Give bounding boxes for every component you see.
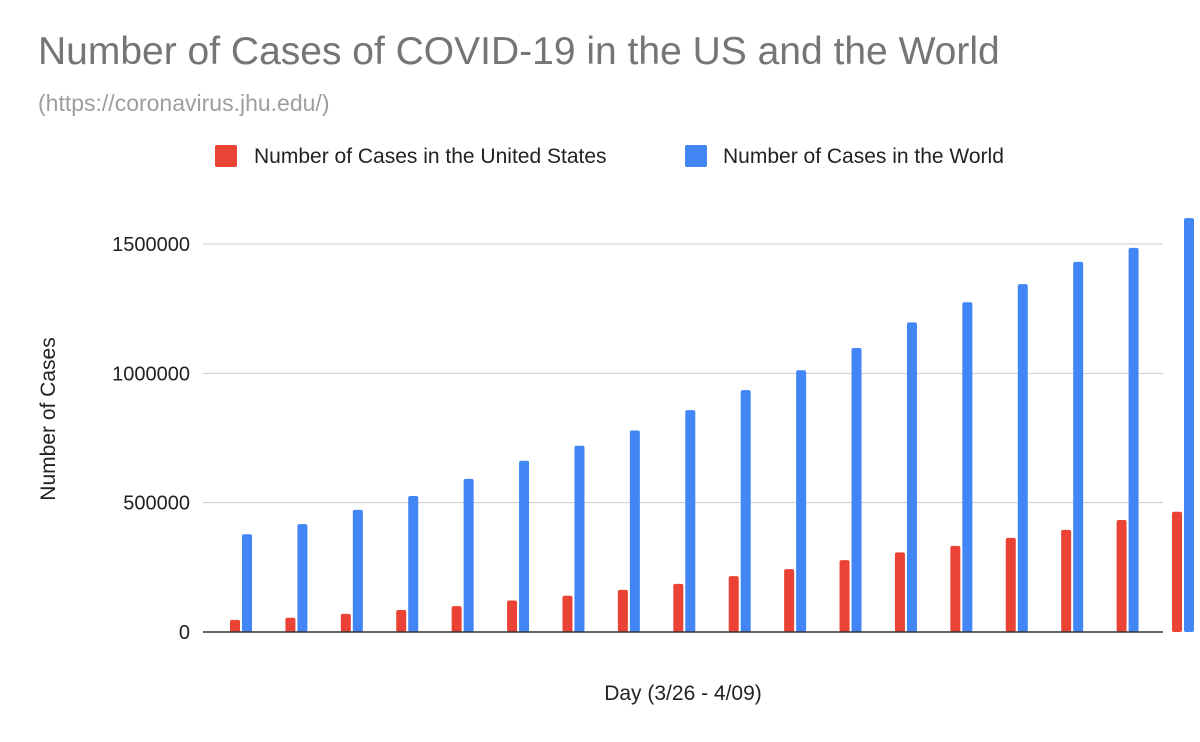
bar-us [1172, 511, 1182, 632]
bar-us [285, 617, 296, 632]
bar-us [1061, 529, 1072, 632]
bar-world [408, 495, 419, 632]
legend-label-us: Number of Cases in the United States [254, 145, 607, 168]
bar-world [1073, 261, 1084, 632]
bar-us [1005, 537, 1016, 632]
bar-world [1128, 247, 1139, 632]
bars [230, 218, 1194, 632]
legend: Number of Cases in the United States Num… [215, 145, 1004, 168]
bar-world [297, 524, 308, 632]
bar-us [230, 619, 240, 632]
legend-swatch-world [685, 145, 707, 167]
y-axis-ticks: 0 500000 1000000 1500000 [112, 234, 190, 644]
legend-label-world: Number of Cases in the World [723, 145, 1004, 168]
bar-us [784, 569, 795, 632]
bar-world [962, 302, 973, 632]
bar-us [562, 595, 573, 632]
y-tick-label: 1000000 [112, 363, 190, 385]
bar-us [396, 610, 407, 632]
bar-us [950, 545, 961, 632]
bar-world [851, 347, 862, 632]
chart-subtitle: (https://coronavirus.jhu.edu/) [38, 90, 330, 116]
bar-us [617, 589, 628, 632]
y-tick-label: 0 [179, 622, 190, 644]
chart-title: Number of Cases of COVID-19 in the US an… [38, 30, 1000, 73]
bar-world [519, 460, 530, 632]
y-axis-label: Number of Cases [37, 337, 60, 500]
gridlines [203, 243, 1163, 504]
bar-us [728, 576, 739, 632]
bar-us [894, 552, 905, 632]
bar-us [1116, 519, 1127, 632]
bar-us [507, 600, 518, 632]
bar-us [340, 613, 351, 632]
bar-world [574, 445, 585, 632]
bar-us [673, 583, 684, 632]
bar-us [839, 560, 850, 632]
bar-us [451, 606, 462, 632]
bar-world [796, 370, 807, 632]
bar-world [463, 478, 474, 632]
bar-world [629, 430, 640, 632]
bar-world [1017, 284, 1028, 632]
bar-world [685, 410, 696, 632]
bar-world [242, 534, 252, 632]
y-tick-label: 1500000 [112, 234, 190, 256]
legend-swatch-us [215, 145, 237, 167]
bar-world [906, 322, 917, 632]
bar-world [1184, 218, 1194, 632]
x-axis-label: Day (3/26 - 4/09) [604, 682, 762, 705]
y-tick-label: 500000 [123, 493, 190, 515]
bar-world [352, 509, 363, 632]
bar-world [740, 390, 751, 632]
